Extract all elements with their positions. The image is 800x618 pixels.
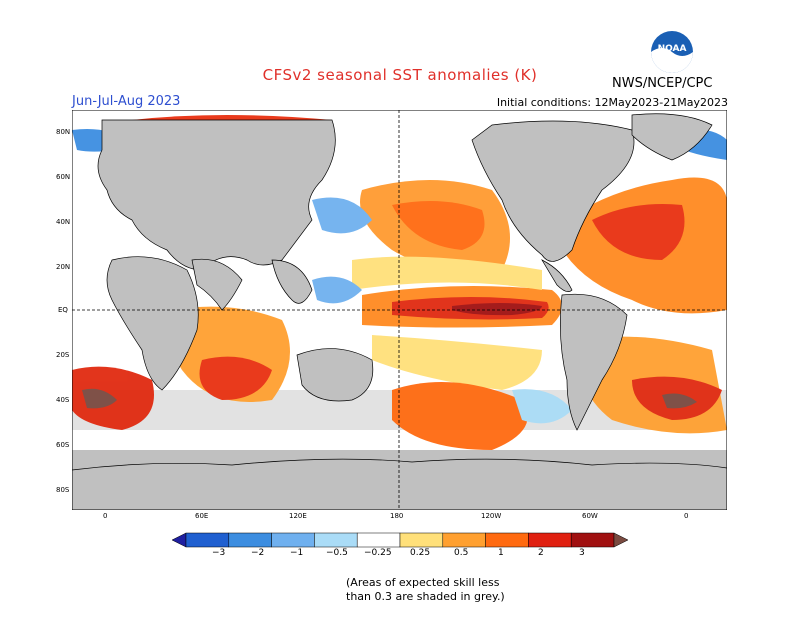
legend-tick: 0.25 — [410, 548, 431, 558]
skill-note-line-1: (Areas of expected skill less — [346, 576, 500, 589]
lon-label-120e: 120E — [289, 512, 307, 520]
season-label: Jun-Jul-Aug 2023 — [72, 94, 181, 109]
lon-label-0: 0 — [103, 512, 108, 520]
lat-label-60s: 60S — [56, 441, 70, 449]
lat-label-20s: 20S — [56, 351, 70, 359]
skill-note: (Areas of expected skill less than 0.3 a… — [346, 576, 505, 604]
noaa-logo-icon: NOAA — [651, 31, 693, 73]
legend-swatch — [271, 532, 315, 548]
legend-swatch — [228, 532, 272, 548]
legend-swatch — [570, 532, 615, 548]
lat-label-eq: EQ — [58, 306, 68, 314]
legend-swatch — [485, 532, 529, 548]
lat-label-80s: 80S — [56, 486, 70, 494]
legend-swatch — [185, 532, 230, 548]
legend-swatch — [356, 532, 401, 548]
legend-tick: −2 — [251, 548, 265, 558]
legend-tick: 2 — [538, 548, 544, 558]
svg-text:NOAA: NOAA — [658, 44, 687, 54]
sst-anomaly-map — [72, 110, 727, 510]
lon-label-180: 180 — [390, 512, 404, 520]
legend-swatch — [613, 532, 628, 548]
legend-tick: 1 — [498, 548, 504, 558]
lon-label-120w: 120W — [481, 512, 502, 520]
lat-label-40n: 40N — [56, 218, 71, 226]
legend-swatch — [528, 532, 572, 548]
legend-swatch — [442, 532, 486, 548]
legend-swatch — [172, 532, 187, 548]
lon-label-60e: 60E — [195, 512, 209, 520]
legend-tick: −1 — [290, 548, 304, 558]
lat-label-60n: 60N — [56, 173, 71, 181]
legend-swatch — [314, 532, 358, 548]
legend-tick: −3 — [212, 548, 226, 558]
lat-label-40s: 40S — [56, 396, 70, 404]
anomaly-field — [72, 115, 727, 450]
agency-label: NWS/NCEP/CPC — [612, 76, 713, 91]
legend-swatch — [399, 532, 444, 548]
lon-label-60w: 60W — [582, 512, 598, 520]
color-legend — [172, 532, 628, 548]
legend-tick: 0.5 — [454, 548, 469, 558]
lat-label-20n: 20N — [56, 263, 71, 271]
skill-note-line-2: than 0.3 are shaded in grey.) — [346, 590, 505, 603]
legend-tick: 3 — [579, 548, 585, 558]
initial-conditions-label: Initial conditions: 12May2023-21May2023 — [496, 96, 728, 109]
legend-tick: −0.25 — [364, 548, 392, 558]
lon-label-0-east: 0 — [684, 512, 689, 520]
lat-label-80n: 80N — [56, 128, 71, 136]
legend-tick: −0.5 — [326, 548, 348, 558]
land-masses — [72, 113, 727, 510]
map-title: CFSv2 seasonal SST anomalies (K) — [262, 66, 538, 84]
